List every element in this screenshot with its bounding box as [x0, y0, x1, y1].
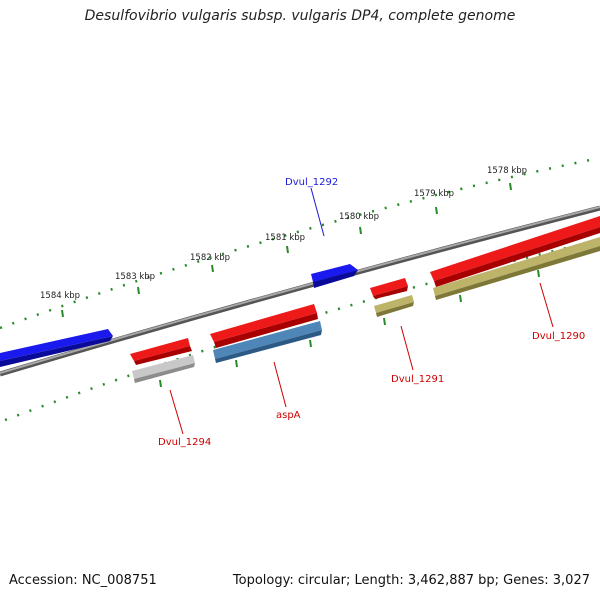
cds-aspA[interactable] — [213, 321, 322, 363]
scale-label-1579: 1579 kbp — [414, 189, 454, 199]
label-aspA: aspA — [276, 410, 301, 421]
label-dvul-1294: Dvul_1294 — [158, 437, 211, 448]
leader-dvul-1290 — [539, 282, 554, 328]
inner-major-ticks — [159, 269, 540, 388]
gene-dvul-1290[interactable] — [430, 216, 600, 287]
genome-backbone-highlight — [0, 206, 600, 374]
gene-dvul-1292[interactable] — [311, 264, 358, 288]
label-dvul-1290: Dvul_1290 — [532, 331, 585, 342]
cds-dvul-1294[interactable] — [132, 355, 195, 383]
leader-aspA — [273, 361, 287, 408]
scale-label-1582: 1582 kbp — [190, 253, 230, 263]
genome-summary-text: Topology: circular; Length: 3,462,887 bp… — [232, 573, 590, 588]
scale-label-1583: 1583 kbp — [115, 272, 155, 282]
scale-label-1578: 1578 kbp — [487, 166, 527, 176]
outer-major-ticks — [61, 182, 512, 318]
cds-dvul-1290[interactable] — [433, 237, 600, 300]
gene-dvul-1294[interactable] — [130, 338, 192, 365]
scale-label-1581: 1581 kbp — [265, 233, 305, 243]
outer-tick-track — [0, 158, 591, 330]
gene-aspA[interactable] — [210, 304, 318, 348]
scale-label-1580: 1580 kbp — [339, 212, 379, 222]
label-dvul-1291: Dvul_1291 — [391, 374, 444, 385]
gene-dvul-1291[interactable] — [370, 278, 408, 299]
leader-dvul-1294 — [169, 389, 184, 435]
gene-forward-left[interactable] — [0, 329, 113, 367]
accession-text: Accession: NC_008751 — [9, 573, 157, 588]
cds-dvul-1291[interactable] — [374, 295, 414, 317]
leader-dvul-1292 — [310, 187, 325, 237]
genome-title: Desulfovibrio vulgaris subsp. vulgaris D… — [84, 8, 516, 24]
label-dvul-1292: Dvul_1292 — [285, 177, 338, 188]
leader-dvul-1291 — [400, 325, 414, 371]
scale-label-1584: 1584 kbp — [40, 291, 80, 301]
